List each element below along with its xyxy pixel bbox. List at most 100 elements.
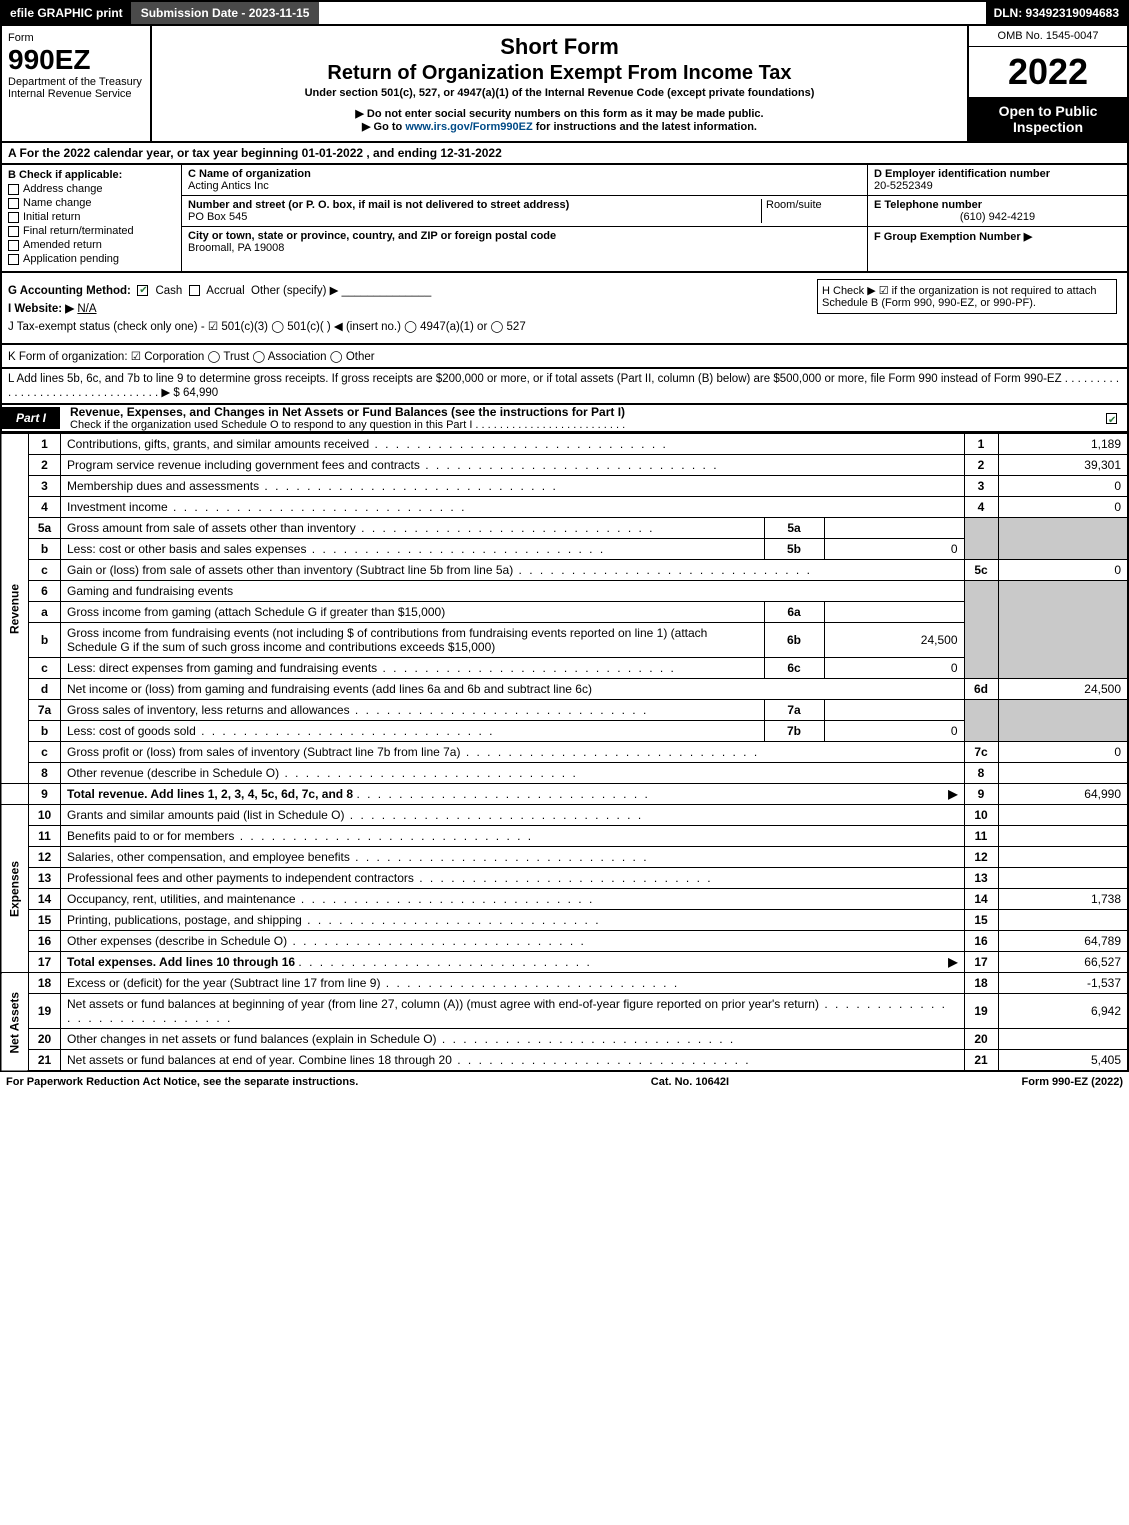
line-text: Total revenue. Add lines 1, 2, 3, 4, 5c,… [61, 784, 965, 805]
line-text: Less: cost or other basis and sales expe… [61, 539, 765, 560]
form-header: Form 990EZ Department of the Treasury In… [0, 26, 1129, 143]
line-text: Less: cost of goods sold [61, 721, 765, 742]
col-b: B Check if applicable: Address change Na… [2, 165, 182, 271]
c-addr-lbl: Number and street (or P. O. box, if mail… [188, 199, 569, 211]
header-right: OMB No. 1545-0047 2022 Open to Public In… [967, 26, 1127, 141]
table-row: 15 Printing, publications, postage, and … [1, 910, 1128, 931]
lno: 1 [29, 434, 61, 455]
table-row: b Less: cost or other basis and sales ex… [1, 539, 1128, 560]
table-row: Net Assets 18 Excess or (deficit) for th… [1, 973, 1128, 994]
rlno: 8 [964, 763, 998, 784]
c-addr-row: Number and street (or P. O. box, if mail… [182, 196, 867, 227]
line-val [998, 910, 1128, 931]
g-cash: Cash [155, 285, 182, 297]
line-val: 5,405 [998, 1050, 1128, 1072]
table-row: c Gain or (loss) from sale of assets oth… [1, 560, 1128, 581]
table-row: 2 Program service revenue including gove… [1, 455, 1128, 476]
lno: 9 [29, 784, 61, 805]
part1-tab: Part I [2, 407, 60, 429]
line-text: Program service revenue including govern… [61, 455, 965, 476]
arrow-icon: ▶ [948, 955, 957, 969]
line-val: 0 [998, 742, 1128, 763]
footer-mid: Cat. No. 10642I [651, 1076, 729, 1088]
col-def: D Employer identification number 20-5252… [867, 165, 1127, 271]
line-text: Less: direct expenses from gaming and fu… [61, 658, 765, 679]
line-val: 6,942 [998, 994, 1128, 1029]
line-text: Total expenses. Add lines 10 through 16 … [61, 952, 965, 973]
line-text: Professional fees and other payments to … [61, 868, 965, 889]
footer-right: Form 990-EZ (2022) [1022, 1076, 1123, 1088]
chk-final[interactable]: Final return/terminated [8, 225, 175, 237]
l17-text: Total expenses. Add lines 10 through 16 [67, 955, 295, 969]
line-val: 1,738 [998, 889, 1128, 910]
line-text: Gross profit or (loss) from sales of inv… [61, 742, 965, 763]
l9-text: Total revenue. Add lines 1, 2, 3, 4, 5c,… [67, 787, 353, 801]
lno: b [29, 721, 61, 742]
bcdef-block: B Check if applicable: Address change Na… [0, 165, 1129, 273]
lno: c [29, 742, 61, 763]
chk-pending[interactable]: Application pending [8, 253, 175, 265]
part1-title: Revenue, Expenses, and Changes in Net As… [60, 405, 625, 431]
f-lbl: F Group Exemption Number ▶ [874, 231, 1032, 243]
ghij-block: H Check ▶ ☑ if the organization is not r… [0, 273, 1129, 345]
ein: 20-5252349 [874, 180, 933, 192]
rlno: 7c [964, 742, 998, 763]
table-row: b Gross income from fundraising events (… [1, 623, 1128, 658]
lno: 11 [29, 826, 61, 847]
chk-initial-label: Initial return [23, 211, 80, 223]
table-row: 4 Investment income 4 0 [1, 497, 1128, 518]
rlno: 2 [964, 455, 998, 476]
line-val: 39,301 [998, 455, 1128, 476]
sub-no: 7b [764, 721, 824, 742]
grey-cell [964, 581, 998, 679]
rlno: 18 [964, 973, 998, 994]
subtitle-2: ▶ Do not enter social security numbers o… [162, 107, 957, 120]
lno: 2 [29, 455, 61, 476]
chk-address-label: Address change [23, 183, 103, 195]
sub-val: 24,500 [824, 623, 964, 658]
line-text: Investment income [61, 497, 965, 518]
chk-address[interactable]: Address change [8, 183, 175, 195]
sub-no: 6a [764, 602, 824, 623]
sub-val: 0 [824, 658, 964, 679]
irs-link[interactable]: www.irs.gov/Form990EZ [405, 121, 532, 133]
lno: c [29, 658, 61, 679]
subtitle-3: ▶ Go to www.irs.gov/Form990EZ for instru… [162, 120, 957, 133]
rlno: 14 [964, 889, 998, 910]
chk-cash-icon [137, 285, 148, 296]
rlno: 5c [964, 560, 998, 581]
irs: Internal Revenue Service [8, 88, 144, 100]
chk-amended[interactable]: Amended return [8, 239, 175, 251]
l-row: L Add lines 5b, 6c, and 7b to line 9 to … [0, 369, 1129, 405]
lno: c [29, 560, 61, 581]
org-name: Acting Antics Inc [188, 180, 269, 192]
table-row: d Net income or (loss) from gaming and f… [1, 679, 1128, 700]
c-name-lbl: C Name of organization [188, 168, 311, 180]
website: N/A [77, 303, 96, 315]
i-lbl: I Website: ▶ [8, 303, 74, 315]
table-row: 11 Benefits paid to or for members 11 [1, 826, 1128, 847]
rlno: 6d [964, 679, 998, 700]
rlno: 11 [964, 826, 998, 847]
line-val: 0 [998, 497, 1128, 518]
lno: 21 [29, 1050, 61, 1072]
chk-name[interactable]: Name change [8, 197, 175, 209]
short-form-title: Short Form [162, 34, 957, 60]
line-text: Net income or (loss) from gaming and fun… [61, 679, 965, 700]
line-val [998, 868, 1128, 889]
grey-cell [964, 518, 998, 560]
part1-title-text: Revenue, Expenses, and Changes in Net As… [70, 405, 625, 419]
c-city-lbl: City or town, state or province, country… [188, 230, 556, 242]
line-text: Net assets or fund balances at beginning… [61, 994, 965, 1029]
sub-no: 6b [764, 623, 824, 658]
lno: 7a [29, 700, 61, 721]
lno: 12 [29, 847, 61, 868]
e-row: E Telephone number (610) 942-4219 [868, 196, 1127, 227]
line-text: Gain or (loss) from sale of assets other… [61, 560, 965, 581]
chk-initial[interactable]: Initial return [8, 211, 175, 223]
line-val [998, 1029, 1128, 1050]
sub3-post: for instructions and the latest informat… [533, 121, 757, 133]
line-val [998, 826, 1128, 847]
table-row: b Less: cost of goods sold 7b 0 [1, 721, 1128, 742]
line-val [998, 805, 1128, 826]
